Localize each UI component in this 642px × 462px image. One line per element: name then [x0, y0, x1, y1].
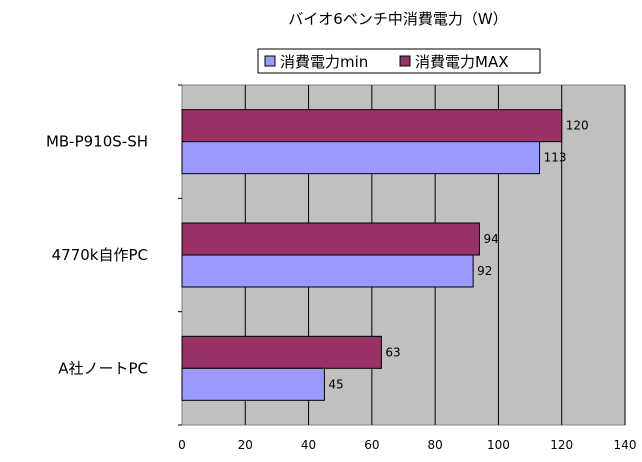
legend-box — [257, 48, 541, 74]
bar-min — [181, 141, 541, 175]
legend-swatch-max — [399, 55, 411, 67]
chart-title: バイオ6ベンチ中消費電力（W） — [288, 10, 507, 28]
data-label: 63 — [385, 345, 400, 359]
data-label: 92 — [477, 264, 492, 278]
x-tick-label: 20 — [238, 438, 253, 452]
bar-min — [181, 254, 474, 288]
data-label: 113 — [544, 151, 567, 165]
data-label: 94 — [483, 232, 498, 246]
x-tick-label: 140 — [614, 438, 637, 452]
category-label: 4770k自作PC — [52, 246, 148, 264]
bar-max — [181, 109, 563, 143]
bar-max — [181, 222, 480, 256]
category-label: A社ノートPC — [58, 359, 148, 377]
bar-max — [181, 335, 382, 369]
x-tick-label: 60 — [364, 438, 379, 452]
x-axis-ticks: 0 20 40 60 80 100 120 140 — [178, 438, 636, 452]
data-label: 120 — [566, 119, 589, 133]
x-tick-label: 0 — [178, 438, 186, 452]
x-tick-label: 80 — [428, 438, 443, 452]
data-label: 45 — [328, 377, 343, 391]
legend-label-min: 消費電力min — [280, 53, 368, 71]
category-labels: MB-P910S-SH 4770k自作PC A社ノートPC — [46, 133, 148, 378]
legend: 消費電力min 消費電力MAX — [257, 48, 541, 74]
legend-label-max: 消費電力MAX — [415, 53, 508, 71]
bars: 120 113 94 92 63 45 — [181, 109, 589, 401]
bar-min — [181, 367, 325, 401]
category-label: MB-P910S-SH — [46, 133, 148, 151]
x-tick-label: 120 — [550, 438, 573, 452]
x-tick-label: 40 — [301, 438, 316, 452]
legend-swatch-min — [264, 55, 276, 67]
x-tick-label: 100 — [487, 438, 510, 452]
